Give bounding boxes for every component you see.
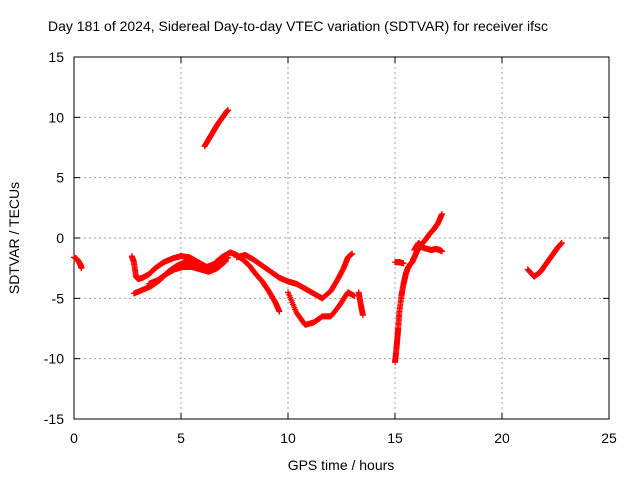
x-tick-label: 20 <box>494 430 510 446</box>
data-point <box>221 259 228 266</box>
data-point <box>225 107 232 114</box>
chart-title: Day 181 of 2024, Sidereal Day-to-day VTE… <box>48 18 548 34</box>
data-point <box>439 248 446 255</box>
data-point <box>349 250 356 257</box>
y-tick-label: -15 <box>44 411 64 427</box>
data-point <box>558 239 565 246</box>
y-tick-label: -10 <box>44 351 64 367</box>
x-axis-label: GPS time / hours <box>288 457 395 473</box>
data-point <box>439 210 446 217</box>
x-tick-label: 10 <box>280 430 296 446</box>
data-point <box>222 258 229 265</box>
axis-ticks: 0 5 10 15 20 25 -15 -10 -5 0 5 10 15 <box>44 49 617 446</box>
x-tick-label: 5 <box>177 430 185 446</box>
x-tick-label: 0 <box>70 430 78 446</box>
y-tick-label: 10 <box>48 109 64 125</box>
data-points <box>71 107 565 366</box>
data-point <box>222 257 229 264</box>
data-point <box>224 254 231 261</box>
y-tick-label: -5 <box>52 290 65 306</box>
data-point <box>78 265 85 272</box>
data-point <box>359 312 366 319</box>
y-tick-label: 0 <box>56 230 64 246</box>
data-point <box>400 260 407 267</box>
x-tick-label: 25 <box>601 430 617 446</box>
grid-lines <box>74 57 609 419</box>
data-point <box>225 254 232 261</box>
data-point <box>276 308 283 315</box>
y-axis-label: SDTVAR / TECUs <box>6 182 22 294</box>
x-tick-label: 15 <box>387 430 403 446</box>
y-tick-label: 5 <box>56 170 64 186</box>
y-tick-label: 15 <box>48 49 64 65</box>
